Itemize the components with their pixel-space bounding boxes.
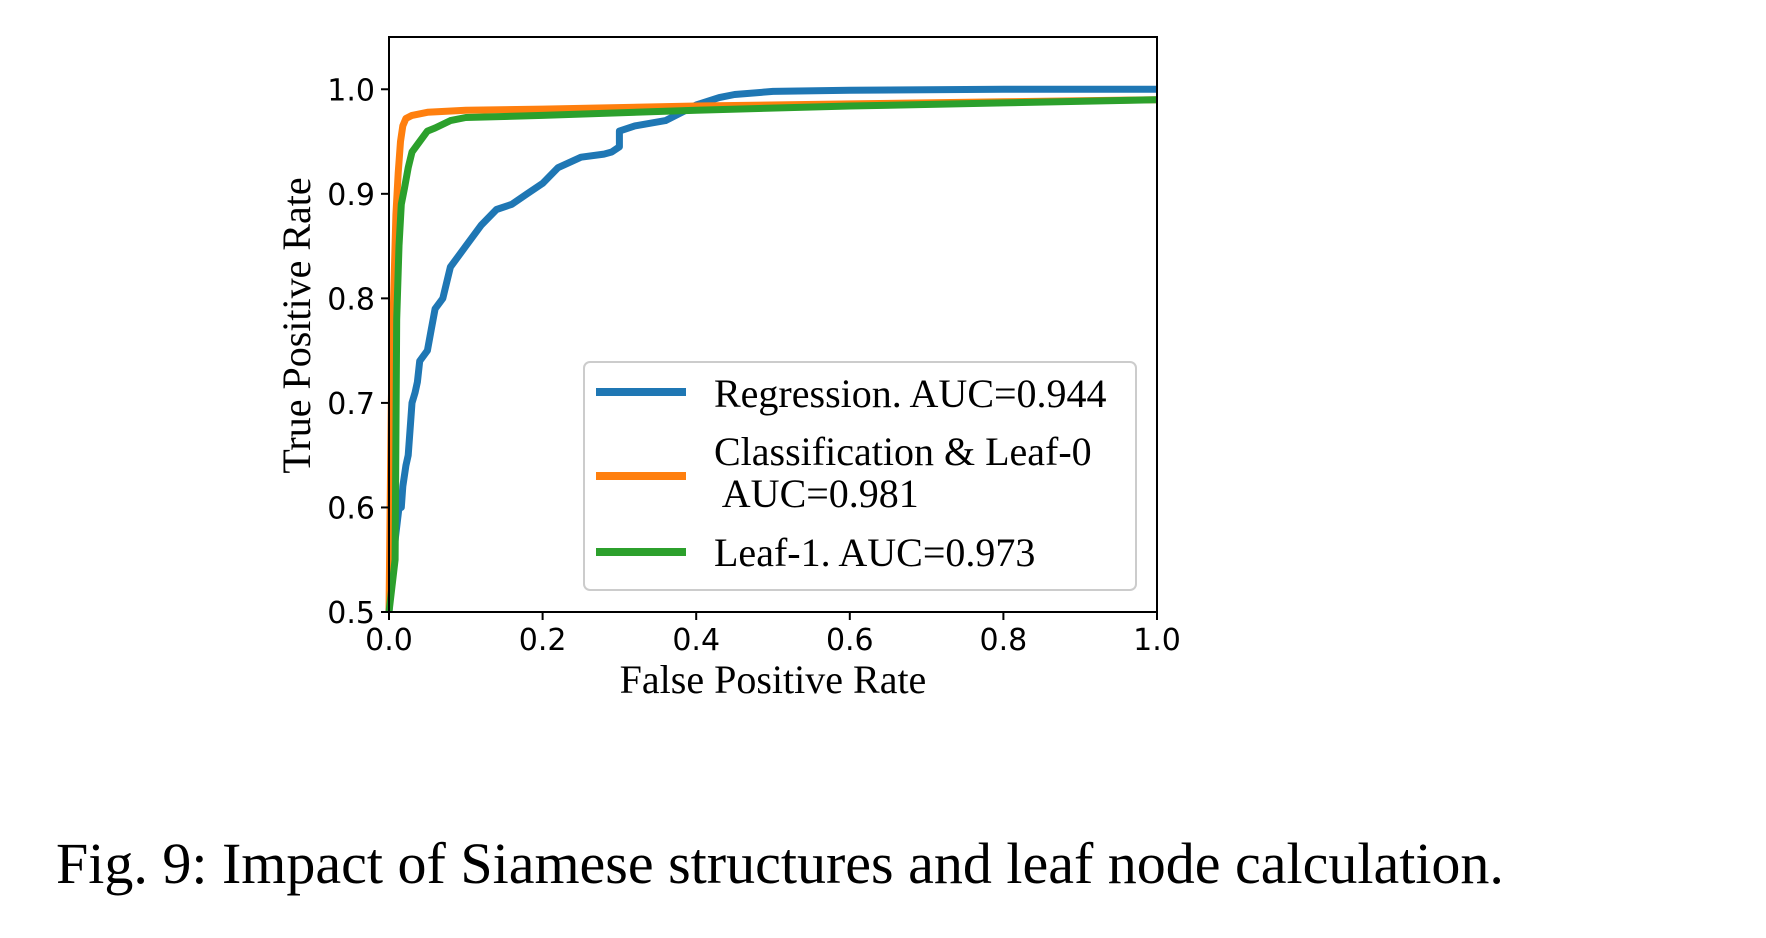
ticks-layer: 0.0 0.2 0.4 0.6 0.8 1.0 0.5 0.6 0.7 0.8 0.9 1.0 (327, 73, 1181, 658)
x-tick-label: 1.0 (1133, 623, 1181, 658)
y-tick-label: 1.0 (327, 73, 375, 108)
series-line-2 (385, 96, 1158, 613)
legend-label-1-line2: AUC=0.981 (714, 471, 919, 516)
y-tick-label: 0.8 (327, 282, 375, 317)
legend-label-2: Leaf-1. AUC=0.973 (714, 530, 1035, 575)
y-tick-label: 0.9 (327, 178, 375, 213)
legend-label-0: Regression. AUC=0.944 (714, 371, 1107, 416)
x-tick-label: 0.6 (826, 623, 874, 658)
legend-box (583, 361, 1137, 591)
y-tick-label: 0.6 (327, 491, 375, 526)
x-tick-label: 0.2 (519, 623, 567, 658)
y-axis-label: True Positive Rate (274, 177, 319, 473)
figure-caption: Fig. 9: Impact of Siamese structures and… (56, 831, 1504, 896)
x-tick-label: 0.8 (980, 623, 1028, 658)
x-tick-label: 0.0 (365, 623, 413, 658)
legend-items: Regression. AUC=0.944 Classification & Le… (596, 371, 1107, 575)
legend-label-1: Classification & Leaf-0 (714, 429, 1092, 474)
y-tick-label: 0.7 (327, 387, 375, 422)
x-tick-label: 0.4 (672, 623, 720, 658)
legend: Regression. AUC=0.944 Classification & Le… (583, 361, 1137, 591)
x-axis-label: False Positive Rate (620, 657, 927, 702)
series-layer (385, 85, 1158, 613)
plot-frame (388, 36, 1158, 613)
y-tick-label: 0.5 (327, 596, 375, 631)
